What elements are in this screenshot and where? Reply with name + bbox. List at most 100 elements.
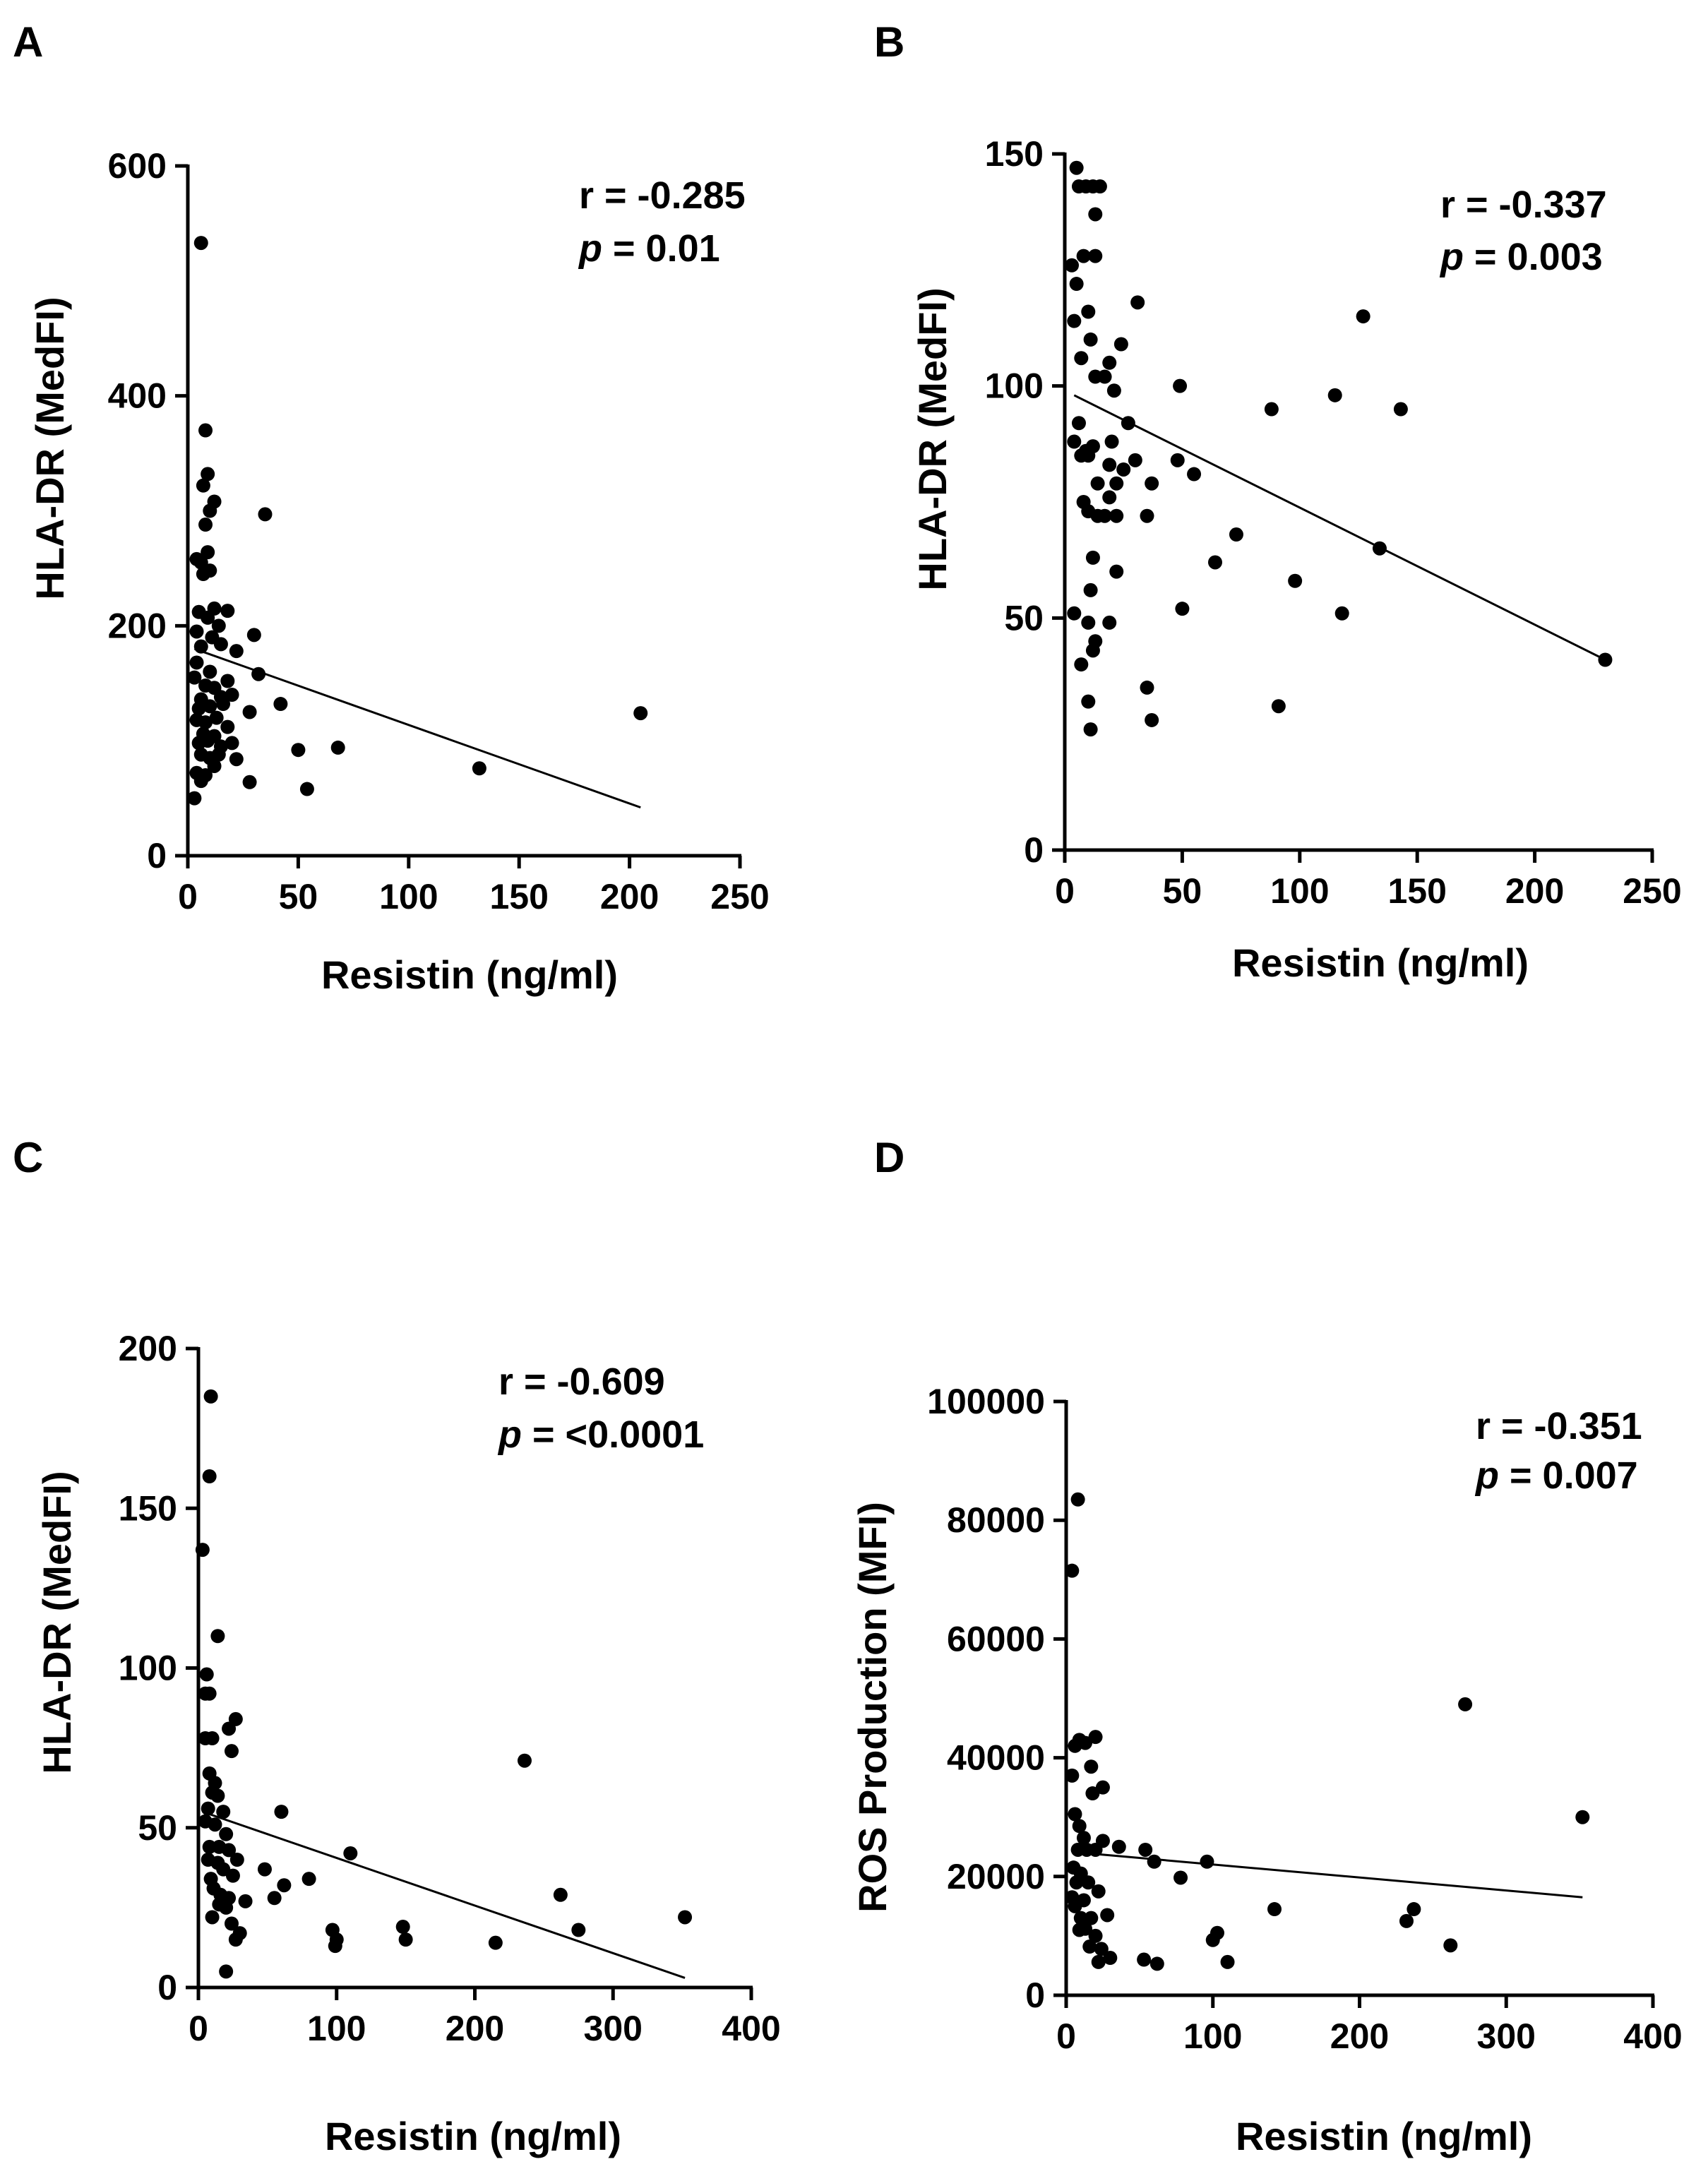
panel-c-x-tick-label: 300 (584, 2009, 643, 2048)
panel-b-data-point (1145, 712, 1159, 727)
panel-b-data-point (1121, 416, 1135, 431)
panel-a-data-point (198, 715, 213, 730)
panel-b-data-point (1069, 160, 1084, 175)
panel-a-data-point (207, 601, 222, 616)
panel-d-y-tick-label: 0 (1025, 1975, 1045, 2015)
panel-a-x-axis-title: Resistin (ng/ml) (321, 952, 618, 997)
panel-c-y-tick-label: 100 (119, 1649, 177, 1688)
panel-a-data-point (198, 423, 213, 438)
panel-b-p-value: p = 0.003 (1439, 236, 1603, 278)
panel-c-data-point (224, 1744, 239, 1759)
panel-b-x-tick-label: 250 (1623, 871, 1681, 911)
panel-b-data-point (1106, 383, 1121, 398)
panel-b-data-point (1071, 416, 1086, 431)
panel-a-data-point (211, 747, 226, 762)
panel-d-data-point (1082, 1939, 1097, 1954)
panel-c-data-point (277, 1878, 292, 1893)
panel-c-data-point (203, 1389, 218, 1404)
panel-a-data-point (213, 637, 228, 652)
panel-a-data-point (258, 507, 273, 522)
panel-b-data-point (1175, 602, 1190, 616)
panel-c-data-point (274, 1805, 289, 1819)
panel-d-data-point (1205, 1932, 1220, 1947)
panel-c-p-text: = <0.0001 (522, 1413, 704, 1456)
panel-d-x-tick-label: 0 (1056, 2016, 1076, 2056)
panel-c-data-point (219, 1900, 234, 1915)
panel-b-data-point (1102, 615, 1117, 630)
panel-d-data-point (1068, 1899, 1082, 1913)
panel-a-data-point (203, 699, 217, 714)
panel-b-y-axis-title: HLA-DR (MedFI) (910, 287, 955, 590)
panel-d-data-point (1137, 1952, 1152, 1967)
panel-b-data-point (1064, 258, 1079, 273)
panel-d-data-point (1065, 1768, 1080, 1783)
panel-a-data-point (189, 655, 204, 670)
panel-d-data-point (1088, 1928, 1103, 1943)
panel-b-data-point (1264, 402, 1279, 417)
panel-c-data-point (238, 1894, 253, 1908)
panel-c-regression-line (202, 1810, 686, 1979)
panel-a-y-axis-title: HLA-DR (MedFI) (28, 297, 72, 599)
panel-a-data-point (209, 710, 224, 725)
panel-b-y-tick-label: 50 (1004, 598, 1044, 638)
panel-d: D r = -0.351 p = 0.007 Resistin (ng/ml) … (850, 1134, 1683, 2158)
panel-c-data-point (257, 1862, 272, 1877)
panel-b-data-point (1085, 643, 1100, 658)
panel-c-x-tick-label: 400 (722, 2009, 780, 2048)
panel-a-data-point (220, 604, 235, 618)
panel-b-data-point (1170, 453, 1185, 467)
panel-d-data-point (1088, 1730, 1103, 1745)
panel-d-data-point (1399, 1913, 1414, 1928)
panel-c-data-point (219, 1964, 234, 1979)
panel-c-data-point (267, 1891, 282, 1906)
panel-c-data-point (301, 1872, 316, 1887)
panel-b-data-point (1067, 606, 1082, 621)
panel-d-x-tick-label: 200 (1330, 2016, 1389, 2056)
panel-b-data-point (1067, 434, 1082, 449)
panel-b-data-point (1372, 541, 1387, 556)
panel-a-data-point (207, 758, 222, 773)
panel-d-data-point (1073, 1911, 1088, 1925)
panel-b-p-symbol: p (1439, 236, 1464, 278)
panel-letter-a: A (13, 18, 43, 66)
panel-a-x-tick-label: 50 (279, 877, 318, 916)
panel-b-data-point (1334, 606, 1349, 621)
panel-c-data-point (205, 1785, 220, 1800)
panel-d-data-point (1100, 1908, 1115, 1923)
panel-c-data-point (208, 1817, 222, 1832)
panel-d-p-value: p = 0.007 (1474, 1454, 1638, 1497)
panel-a-data-point (330, 740, 345, 755)
panel-c-x-axis-title: Resistin (ng/ml) (325, 2114, 621, 2158)
panel-d-data-point (1081, 1875, 1096, 1890)
panel-a-data-point (203, 664, 217, 679)
panel-letter-b: B (874, 18, 904, 66)
panel-b-data-point (1116, 462, 1131, 477)
panel-b-data-point (1288, 573, 1303, 588)
panel-d-data-point (1575, 1810, 1590, 1824)
panel-b-data-point (1109, 476, 1124, 491)
panel-d-x-axis-title: Resistin (ng/ml) (1236, 2114, 1532, 2158)
panel-b-data-point (1097, 508, 1112, 523)
panel-d-data-point (1200, 1854, 1214, 1869)
panel-b-data-point (1092, 179, 1107, 194)
panel-b-data-point (1130, 295, 1145, 310)
panel-c-data-point (222, 1721, 237, 1736)
panel-d-x-tick-label: 100 (1183, 2016, 1242, 2056)
panel-c-data-point (395, 1920, 410, 1935)
panel-b-data-point (1074, 657, 1089, 672)
panel-b-data-point (1356, 309, 1370, 324)
panel-b-data-point (1067, 313, 1082, 328)
panel-c-data-point (571, 1923, 586, 1937)
panel-a-y-tick-label: 200 (108, 606, 167, 645)
panel-a-data-point (207, 494, 222, 509)
panel-b-data-point (1083, 722, 1098, 737)
panel-a-data-point (196, 567, 210, 582)
panel-c-y-tick-label: 200 (119, 1329, 177, 1368)
panel-letter-c: C (13, 1134, 43, 1181)
panel-c-data-point (205, 1910, 220, 1925)
panel-d-r-value: r = -0.351 (1476, 1405, 1642, 1447)
panel-c-x-tick-label: 0 (189, 2009, 208, 2048)
panel-b-data-point (1076, 249, 1091, 263)
panel-b-data-point (1145, 476, 1159, 491)
